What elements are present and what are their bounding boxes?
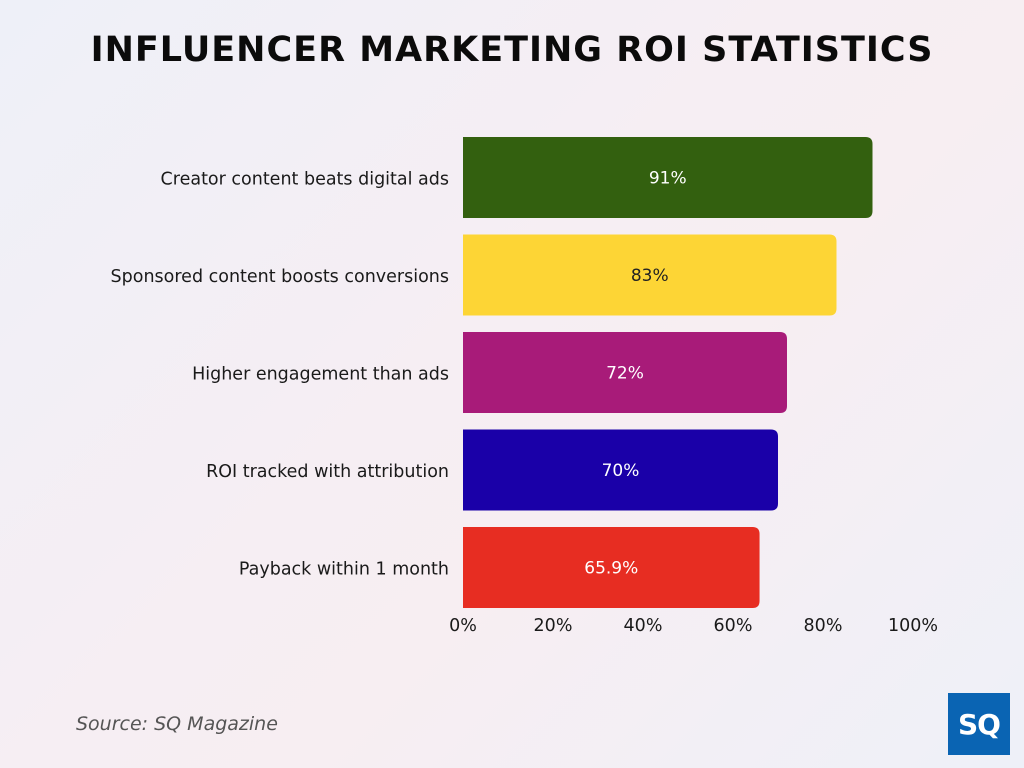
bar-4: [463, 429, 778, 511]
x-axis-ticks-group: 0% 20% 40% 60% 80% 100%: [449, 616, 938, 636]
bar-value-label-1: 91%: [649, 169, 687, 189]
category-label-5: Payback within 1 month: [239, 560, 449, 580]
bars-group: 91% 83% 72% 70% 65.9%: [463, 137, 873, 608]
x-tick-label-0: 0%: [449, 616, 477, 636]
sq-logo: SQ: [948, 693, 1010, 755]
bar-1: [463, 137, 873, 218]
x-tick-label-40: 40%: [624, 616, 663, 636]
x-tick-label-80: 80%: [804, 616, 843, 636]
bar-3: [463, 332, 787, 413]
bar-chart: 91% 83% 72% 70% 65.9% Creator content beats …: [111, 137, 938, 636]
category-label-1: Creator content beats digital ads: [161, 170, 449, 190]
category-label-2: Sponsored content boosts conversions: [111, 267, 449, 287]
bar-2: [463, 234, 837, 316]
x-tick-label-60: 60%: [714, 616, 753, 636]
source-note: Source: SQ Magazine: [76, 713, 278, 735]
bar-value-label-2: 83%: [631, 266, 669, 286]
category-label-3: Higher engagement than ads: [192, 365, 449, 385]
x-tick-label-20: 20%: [534, 616, 573, 636]
category-label-4: ROI tracked with attribution: [206, 462, 449, 482]
bar-value-label-3: 72%: [606, 364, 644, 384]
bar-value-label-4: 70%: [602, 461, 640, 481]
bar-5: [463, 527, 760, 608]
x-tick-label-100: 100%: [888, 616, 938, 636]
chart-title: INFLUENCER MARKETING ROI STATISTICS: [90, 30, 934, 70]
category-labels-group: Creator content beats digital ads Sponsor…: [111, 170, 449, 580]
bar-value-label-5: 65.9%: [584, 559, 638, 579]
